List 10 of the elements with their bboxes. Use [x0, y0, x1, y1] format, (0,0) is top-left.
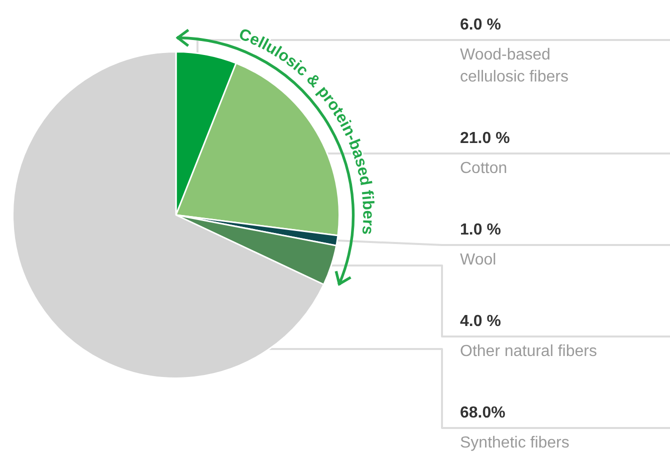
- data-label: 6.0 %: [460, 16, 501, 34]
- slice-label: Cotton: [460, 160, 508, 177]
- data-label: 68.0%: [460, 404, 506, 422]
- data-label: 21.0 %: [460, 130, 510, 147]
- slice-label: Synthetic fibers: [460, 434, 570, 452]
- data-label: 1.0 %: [460, 221, 501, 238]
- slice-label: Wool: [460, 251, 496, 268]
- data-label: 4.0 %: [460, 312, 501, 330]
- slice-label: Wood-based cellulosic fibers: [460, 46, 568, 86]
- slice-label: Other natural fibers: [460, 342, 597, 360]
